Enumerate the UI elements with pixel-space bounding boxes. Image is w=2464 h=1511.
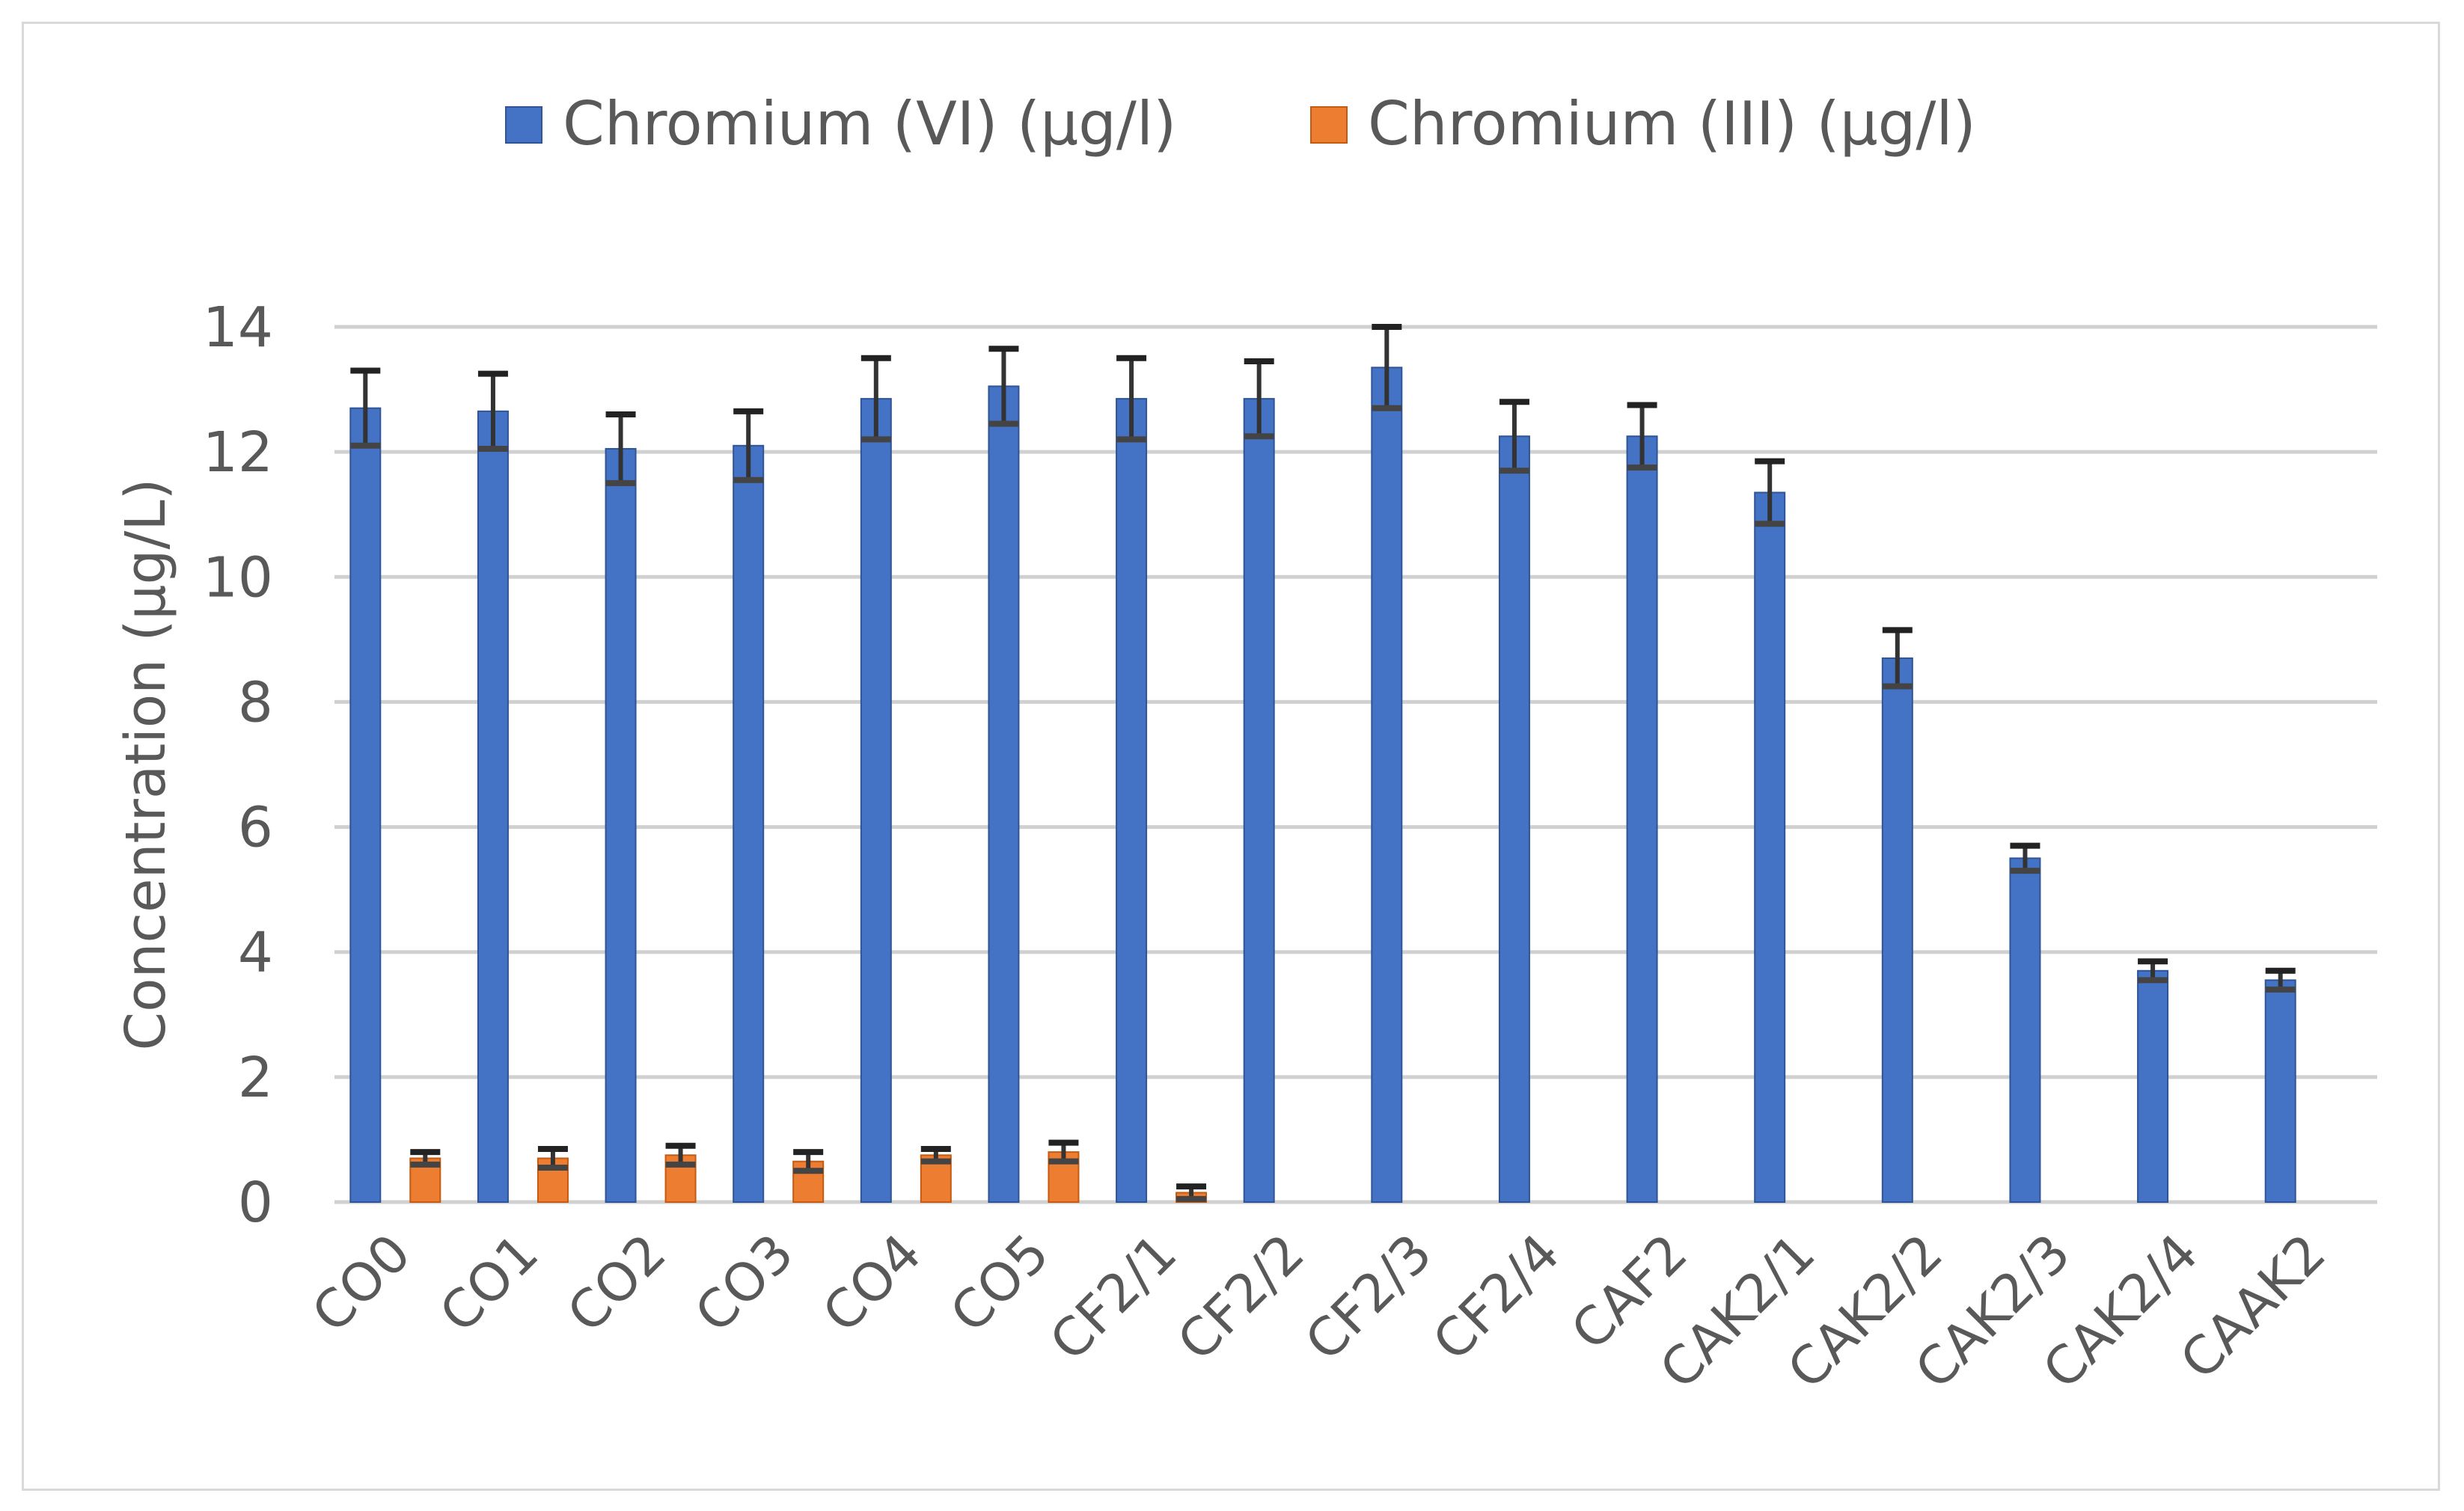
chromium-vi-bar xyxy=(988,385,1020,1204)
chromium-vi-bar xyxy=(733,444,765,1203)
legend-label-chromium-vi: Chromium (VI) (µg/l) xyxy=(563,89,1176,159)
y-tick-label: 8 xyxy=(238,670,273,735)
chromium-vi-bar xyxy=(1498,435,1530,1203)
chromium-vi-bar xyxy=(1754,491,1786,1203)
y-tick-label: 14 xyxy=(203,295,273,360)
y-axis-label: Concentration (µg/L) xyxy=(114,479,178,1051)
legend-swatch-chromium-vi xyxy=(505,106,542,144)
chromium-vi-bar xyxy=(1881,657,1913,1203)
legend-label-chromium-iii: Chromium (III) (µg/l) xyxy=(1368,89,1976,159)
x-tick-label: CO2 xyxy=(556,1222,678,1344)
chromium-vi-bar xyxy=(1626,435,1658,1203)
x-tick-labels: CO0 CO1 CO2 CO3 CO4 CO5CF2/1CF2/2CF2/3CF2/4CA… xyxy=(300,1222,2337,1401)
y-tick-label: 10 xyxy=(203,545,273,610)
x-tick-label: CF2/3 xyxy=(1294,1222,1444,1373)
bars xyxy=(349,324,2296,1204)
chromium-vi-bar xyxy=(1116,398,1148,1203)
x-tick-label: CF2/1 xyxy=(1038,1222,1188,1373)
y-tick-label: 2 xyxy=(238,1046,273,1110)
chart-frame xyxy=(22,22,2440,1491)
y-tick-label: 12 xyxy=(203,420,273,485)
x-tick-label: CO3 xyxy=(683,1222,805,1344)
gridlines xyxy=(334,325,2377,1204)
legend-swatch-chromium-iii xyxy=(1310,106,1348,144)
chromium-vi-bar xyxy=(605,447,637,1203)
chromium-vi-bar xyxy=(860,398,892,1203)
y-tick-label: 0 xyxy=(238,1171,273,1235)
legend: Chromium (VI) (µg/l) Chromium (III) (µg/l… xyxy=(505,89,1976,159)
x-tick-label: CAAK2 xyxy=(2168,1222,2338,1391)
x-tick-label: CO4 xyxy=(811,1222,933,1344)
y-tick-labels: 0 2 4 6 8 10 12 14 xyxy=(203,295,273,1235)
chromium-vi-bar xyxy=(349,407,382,1204)
y-tick-label: 4 xyxy=(238,921,273,985)
chromium-vi-bar xyxy=(1371,367,1403,1204)
x-tick-label: CO0 xyxy=(300,1222,422,1344)
x-tick-label: CF2/4 xyxy=(1421,1222,1571,1373)
chromium-vi-bar xyxy=(477,410,509,1203)
chromium-vi-bar xyxy=(1243,398,1275,1203)
chromium-vi-bar xyxy=(2264,979,2296,1203)
y-tick-label: 6 xyxy=(238,796,273,860)
x-tick-label: CF2/2 xyxy=(1166,1222,1316,1373)
chromium-vi-bar xyxy=(2009,857,2041,1204)
chromium-vi-bar xyxy=(2137,969,2169,1204)
x-tick-label: CO1 xyxy=(428,1222,550,1344)
